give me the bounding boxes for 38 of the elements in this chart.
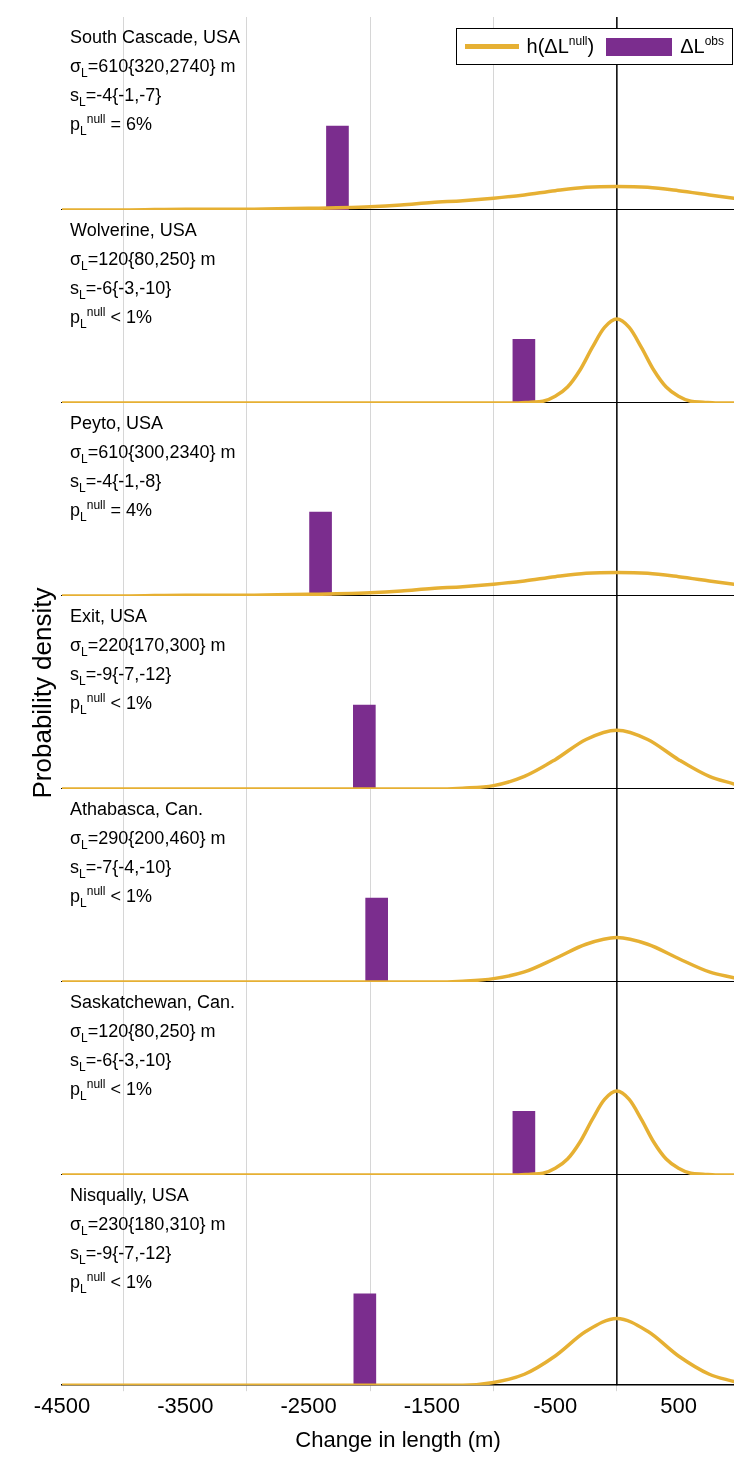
x-tick-label: -500: [533, 1393, 578, 1419]
x-tick-label: -1500: [403, 1393, 461, 1419]
chart-title: Athabasca, Can.: [70, 798, 205, 821]
annotation: p$_{L}$$^{null}$ = 6%: [70, 111, 153, 139]
text: σ$_{L}$=220{170,300} m: [70, 634, 226, 660]
text: σ$_{L}$=610{300,2340} m: [70, 441, 236, 467]
x-axis-title: Change in length (m): [295, 1426, 501, 1452]
text: σ$_{L}$=230{180,310} m: [70, 1213, 226, 1239]
annotation: p$_{L}$$^{null}$ < 1%: [70, 1269, 153, 1297]
x-tick-label: -3500: [157, 1393, 214, 1419]
chart-title: Wolverine, USA: [70, 219, 198, 242]
text: σ$_{L}$=610{320,2740} m: [70, 55, 237, 81]
y-axis-title: Probability density: [26, 587, 58, 798]
legend-label: h(ΔL$^{null}$): [526, 34, 595, 58]
annotation: p$_{L}$$^{null}$ < 1%: [70, 883, 153, 911]
chart-title: Saskatchewan, Can.: [70, 991, 236, 1014]
text: σ$_{L}$=290{200,460} m: [70, 827, 226, 853]
annotation: p$_{L}$$^{null}$ < 1%: [70, 690, 153, 718]
annotation: p$_{L}$$^{null}$ < 1%: [70, 304, 153, 332]
text: s$_{L}$=-4{-1,-8}: [70, 470, 163, 496]
annotation: p$_{L}$$^{null}$ = 4%: [70, 497, 153, 525]
text: σ$_{L}$=120{80,250} m: [70, 1020, 217, 1046]
chart-title: Exit, USA: [70, 605, 149, 628]
text: s$_{L}$=-7{-4,-10}: [70, 856, 173, 882]
text: s$_{L}$=-9{-7,-12}: [70, 1242, 173, 1268]
text: s$_{L}$=-6{-3,-10}: [70, 1049, 173, 1075]
x-tick-label: -2500: [280, 1393, 337, 1419]
chart-title: Peyto, USA: [70, 412, 165, 435]
text: s$_{L}$=-9{-7,-12}: [70, 663, 173, 689]
chart-title: South Cascade, USA: [70, 26, 241, 49]
text: s$_{L}$=-4{-1,-7}: [70, 84, 163, 110]
text: σ$_{L}$=120{80,250} m: [70, 248, 216, 274]
text: s$_{L}$=-6{-3,-10}: [70, 277, 173, 303]
x-tick-label: 500: [660, 1393, 697, 1419]
chart-title: Nisqually, USA: [70, 1184, 190, 1207]
legend-label: ΔL$^{obs}$: [680, 34, 724, 58]
annotation: p$_{L}$$^{null}$ < 1%: [70, 1076, 153, 1104]
x-tick-label: -4500: [33, 1393, 91, 1419]
